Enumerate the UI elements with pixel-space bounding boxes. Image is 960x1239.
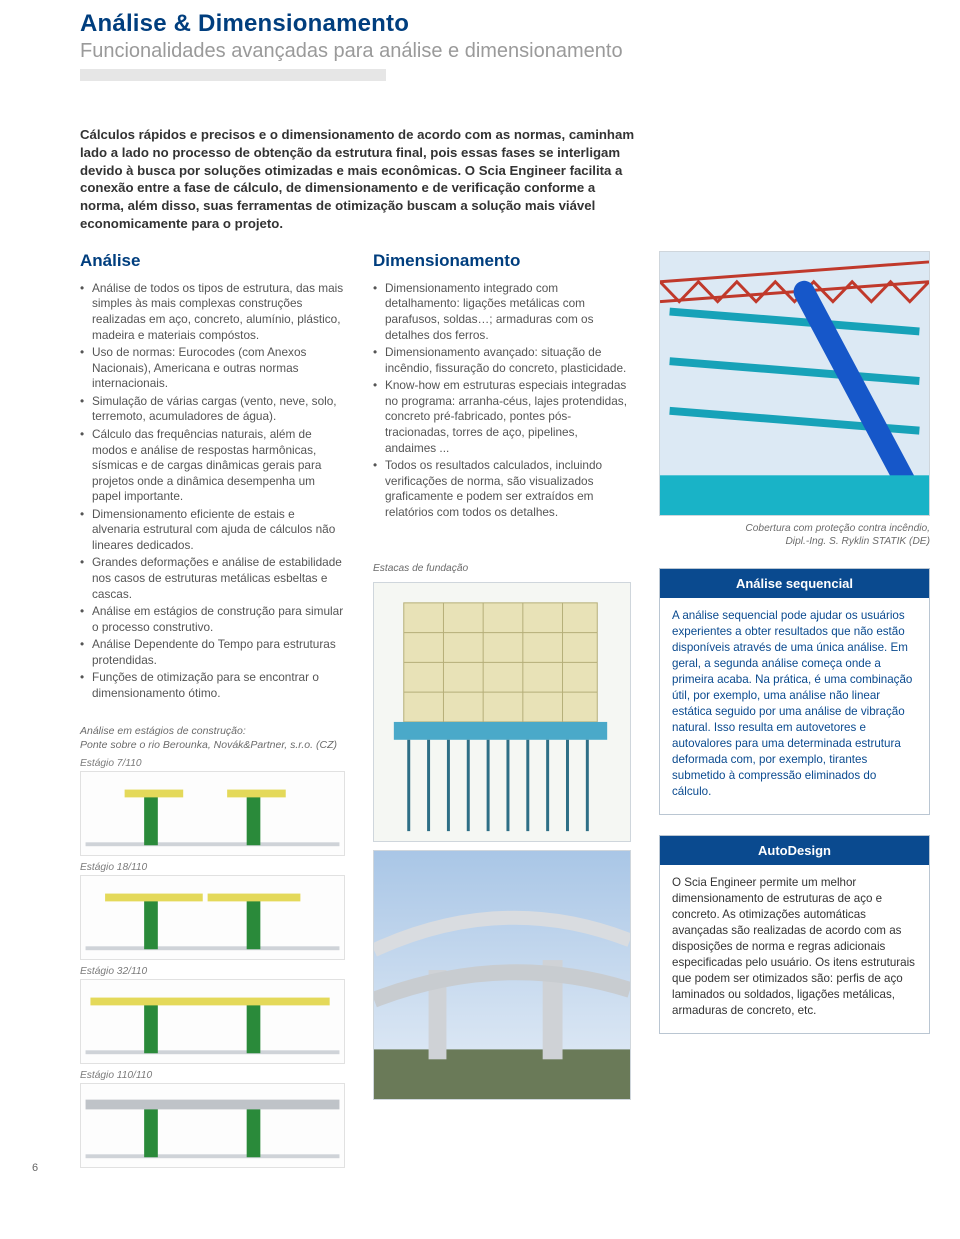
box-title: AutoDesign: [660, 836, 929, 865]
page-number: 6: [32, 1162, 38, 1174]
box-body: A análise sequencial pode ajudar os usuá…: [660, 598, 929, 814]
stage-image: [80, 1083, 345, 1168]
stage-row: Estágio 18/110: [80, 862, 345, 960]
image-fire-protection: [659, 251, 930, 516]
list-analise: Análise de todos os tipos de estrutura, …: [80, 281, 345, 702]
list-item: Análise Dependente do Tempo para estrutu…: [80, 637, 345, 668]
stage-image: [80, 875, 345, 960]
list-item: Cálculo das frequências naturais, além d…: [80, 427, 345, 505]
stages-caption-line: Ponte sobre o rio Berounka, Novák&Partne…: [80, 739, 337, 751]
page-subtitle: Funcionalidades avançadas para análise e…: [80, 40, 930, 63]
title-block: Análise & Dimensionamento Funcionalidade…: [80, 10, 930, 81]
box-autodesign: AutoDesign O Scia Engineer permite um me…: [659, 835, 930, 1034]
stage-row: Estágio 7/110: [80, 758, 345, 856]
list-item: Uso de normas: Eurocodes (com Anexos Nac…: [80, 345, 345, 392]
stage-image: [80, 771, 345, 856]
box-body: O Scia Engineer permite um melhor dimens…: [660, 865, 929, 1033]
box-title: Análise sequencial: [660, 569, 929, 598]
heading-analise: Análise: [80, 251, 345, 271]
stage-row: Estágio 110/110: [80, 1070, 345, 1168]
construction-stages: Estágio 7/110 Estágio 18/110: [80, 758, 345, 1168]
stage-image: [80, 979, 345, 1064]
column-analise: Análise Análise de todos os tipos de est…: [80, 251, 345, 1168]
list-item: Análise em estágios de construção para s…: [80, 604, 345, 635]
caption-line: Dipl.-Ing. S. Ryklin STATIK (DE): [785, 536, 930, 547]
image-foundation-piles: [373, 582, 631, 842]
caption-foundation: Estacas de fundação: [373, 562, 631, 575]
list-item: Análise de todos os tipos de estrutura, …: [80, 281, 345, 343]
list-item: Dimensionamento integrado com detalhamen…: [373, 281, 631, 343]
image-bridge-photo: [373, 850, 631, 1100]
caption-line: Cobertura com proteção contra incêndio,: [745, 523, 930, 534]
list-item: Simulação de várias cargas (vento, neve,…: [80, 394, 345, 425]
list-item: Funções de otimização para se encontrar …: [80, 670, 345, 701]
page-title: Análise & Dimensionamento: [80, 10, 930, 38]
column-right: Cobertura com proteção contra incêndio, …: [659, 251, 930, 1034]
stages-caption: Análise em estágios de construção: Ponte…: [80, 724, 345, 752]
stage-label: Estágio 18/110: [80, 862, 345, 873]
list-item: Know-how em estruturas especiais integra…: [373, 378, 631, 456]
stage-label: Estágio 110/110: [80, 1070, 345, 1081]
heading-dimensionamento: Dimensionamento: [373, 251, 631, 271]
list-item: Todos os resultados calculados, incluind…: [373, 458, 631, 520]
list-item: Dimensionamento avançado: situação de in…: [373, 345, 631, 376]
title-rule: [80, 69, 386, 81]
column-dimensionamento: Dimensionamento Dimensionamento integrad…: [373, 251, 631, 1100]
intro-paragraph: Cálculos rápidos e precisos e o dimensio…: [80, 126, 640, 233]
caption-fire: Cobertura com proteção contra incêndio, …: [659, 522, 930, 549]
box-sequential-analysis: Análise sequencial A análise sequencial …: [659, 568, 930, 815]
list-item: Dimensionamento eficiente de estais e al…: [80, 507, 345, 554]
stages-caption-line: Análise em estágios de construção:: [80, 725, 246, 737]
list-dimensionamento: Dimensionamento integrado com detalhamen…: [373, 281, 631, 520]
stage-row: Estágio 32/110: [80, 966, 345, 1064]
stage-label: Estágio 7/110: [80, 758, 345, 769]
stage-label: Estágio 32/110: [80, 966, 345, 977]
list-item: Grandes deformações e análise de estabil…: [80, 555, 345, 602]
